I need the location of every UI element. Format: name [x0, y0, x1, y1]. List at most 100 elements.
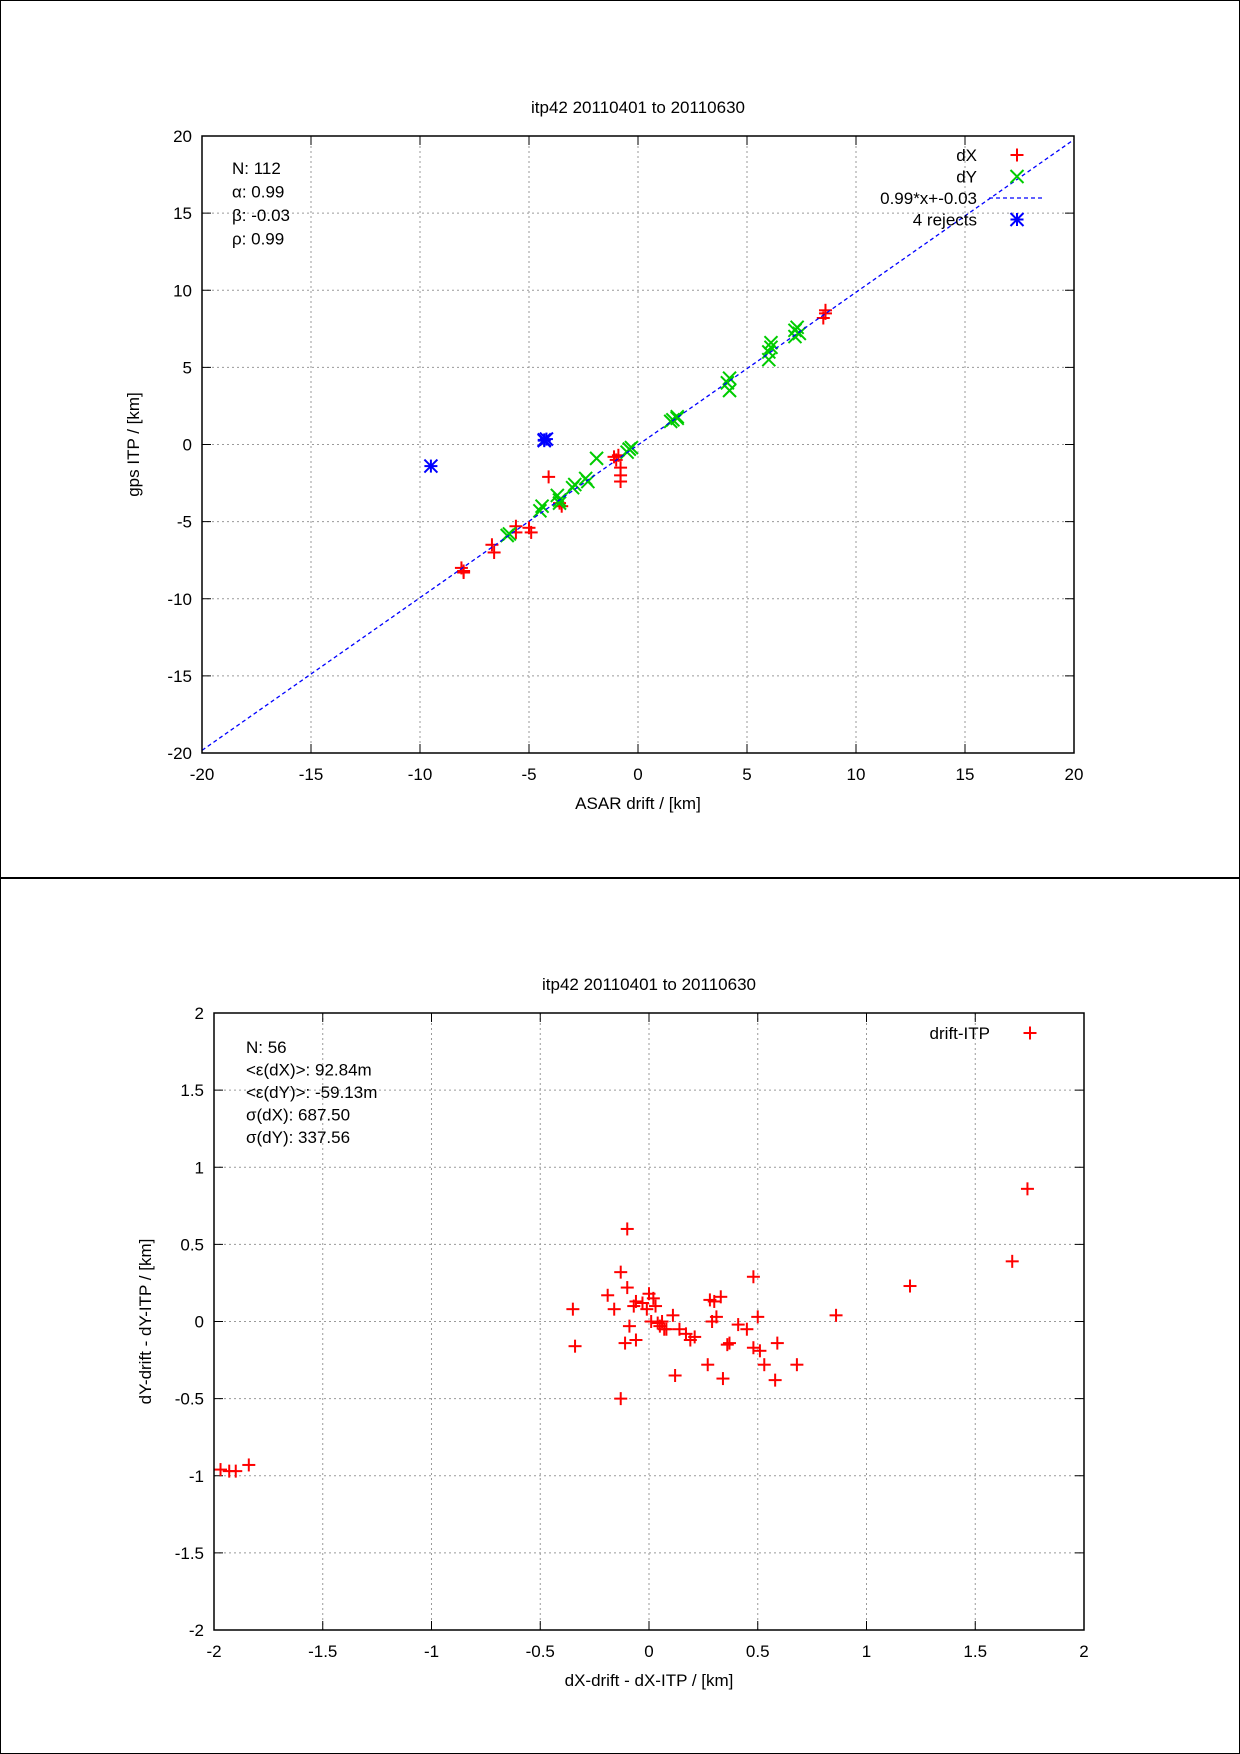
data-point [502, 526, 517, 542]
data-point [655, 1315, 669, 1328]
data-point [753, 1344, 767, 1358]
data-point [629, 1333, 643, 1347]
data-point [757, 1358, 771, 1372]
y-axis-label: gps ITP / [km] [124, 392, 143, 497]
x-tick-label: -2 [206, 1642, 221, 1661]
x-tick-label: 15 [956, 765, 975, 784]
data-point [620, 1222, 634, 1236]
data-point [709, 1310, 723, 1324]
data-point [763, 335, 779, 350]
x-tick-label: 1.5 [963, 1642, 987, 1661]
data-point [763, 340, 779, 355]
legend-marker [1009, 169, 1025, 184]
data-point [607, 1302, 621, 1316]
data-point [903, 1279, 917, 1293]
data-point [731, 1318, 745, 1332]
data-point [701, 1358, 715, 1372]
x-axis-label: dX-drift - dX-ITP / [km] [565, 1671, 734, 1690]
legend: dX dY 0.99*x+-0.03 4 rejects [880, 146, 1045, 230]
y-tick-label: -1 [189, 1467, 204, 1486]
series-4 [423, 431, 554, 474]
x-tick-label: 5 [742, 765, 751, 784]
plot-border [213, 1012, 1085, 1631]
y-tick-label: -10 [167, 590, 192, 609]
x-tick-label: -15 [299, 765, 324, 784]
series-2 [499, 320, 807, 543]
data-point [614, 475, 628, 489]
chart-2: -2 -1.5 -1 -0.5 0 0.5 1 1.5 2 -2 -1.5 -1 -0.5 0 0.5 1 1.… [136, 975, 1089, 1690]
data-point [524, 525, 538, 539]
data-point [768, 1373, 782, 1387]
x-tick-label: 0 [644, 1642, 653, 1661]
data-point [707, 1294, 721, 1308]
data-point [672, 1322, 686, 1336]
stats-line: β: -0.03 [232, 206, 290, 225]
legend-marker [1010, 148, 1024, 162]
data-point [620, 1281, 634, 1295]
data-point [659, 1322, 673, 1336]
data-point [722, 370, 737, 386]
x-tick-label: -5 [521, 765, 536, 784]
x-tick-label: -1 [424, 1642, 439, 1661]
data-point [792, 326, 807, 341]
data-point [567, 477, 582, 492]
data-point [770, 1336, 784, 1350]
data-point [640, 1302, 654, 1316]
data-point [601, 1288, 615, 1302]
chart-title: itp42 20110401 to 20110630 [542, 975, 756, 994]
data-point [242, 1458, 256, 1472]
y-tick-label: 20 [173, 127, 192, 146]
legend-marker [1023, 1026, 1037, 1040]
data-point [646, 1291, 660, 1305]
y-tick-label: 0 [195, 1313, 204, 1332]
plot-area [202, 139, 1074, 751]
data-point [622, 1319, 636, 1333]
y-tick-label: 15 [173, 204, 192, 223]
y-tick-label: 1.5 [180, 1081, 204, 1100]
x-tick-label: 20 [1065, 765, 1084, 784]
series-1 [454, 303, 832, 580]
y-tick-label: -0.5 [175, 1390, 204, 1409]
stats-line: σ(dY): 337.56 [246, 1128, 350, 1147]
data-point [720, 1338, 734, 1352]
stats-line: N: 56 [246, 1038, 287, 1057]
legend-label: 4 rejects [913, 211, 977, 230]
y-tick-label: 10 [173, 281, 192, 300]
data-point [1020, 1182, 1034, 1196]
data-point [229, 1464, 243, 1478]
data-point [668, 1368, 682, 1382]
x-tick-label: -10 [408, 765, 433, 784]
data-point [618, 1336, 632, 1350]
stats-box: N: 56 <ε(dX)>: 92.84m <ε(dY)>: -59.13m σ(dX… [246, 1038, 377, 1147]
stats-line: N: 112 [232, 159, 281, 178]
stats-box: N: 112 α: 0.99 β: -0.03 ρ: 0.99 [232, 159, 290, 249]
data-point [214, 1463, 228, 1477]
x-tick-label: 0 [633, 765, 642, 784]
stats-line: ρ: 0.99 [232, 230, 284, 249]
legend-label: drift-ITP [930, 1024, 990, 1043]
x-tick-label: 2 [1079, 1642, 1088, 1661]
data-point [649, 1299, 663, 1313]
y-tick-label: -2 [189, 1621, 204, 1640]
x-tick-label: 0.5 [746, 1642, 770, 1661]
y-tick-label: -1.5 [175, 1544, 204, 1563]
legend: drift-ITP [930, 1024, 1037, 1043]
data-point [746, 1270, 760, 1284]
data-point [487, 545, 501, 559]
data-point [1005, 1254, 1019, 1268]
data-point [716, 1372, 730, 1386]
data-point [614, 1392, 628, 1406]
series-1 [214, 1182, 1034, 1478]
data-point [589, 451, 604, 466]
data-point [566, 1302, 580, 1316]
plot-area [214, 1182, 1034, 1478]
data-point [714, 1290, 728, 1304]
x-tick-label: -0.5 [526, 1642, 555, 1661]
y-tick-label: 0 [183, 436, 192, 455]
grid [213, 1012, 1085, 1631]
y-tick-label: 0.5 [180, 1235, 204, 1254]
x-tick-label: 1 [862, 1642, 871, 1661]
data-point [423, 458, 439, 474]
data-point [614, 1265, 628, 1279]
data-point [629, 1294, 643, 1308]
